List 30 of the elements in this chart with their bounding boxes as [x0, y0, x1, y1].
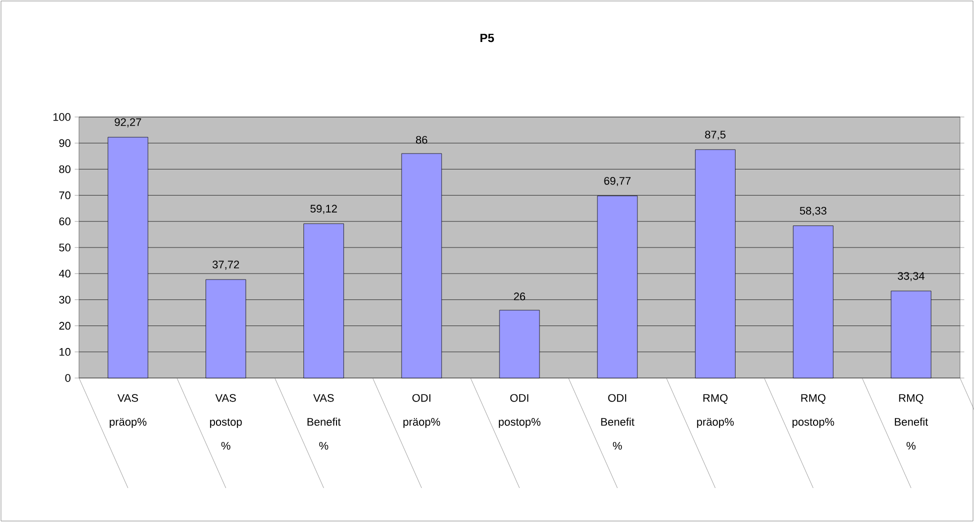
y-tick-label: 80 [59, 165, 70, 174]
data-label: 58,33 [800, 206, 826, 216]
y-tick-label: 10 [60, 348, 70, 356]
category-label: RMQ Benefit % [894, 394, 928, 450]
category-label: ODI präop% [403, 394, 440, 428]
data-label: 86 [416, 136, 428, 144]
y-tick-label: 0 [65, 374, 70, 382]
y-tick-label: 100 [53, 113, 70, 121]
category-label: RMQ präop% [697, 394, 734, 428]
data-label: 87,5 [705, 130, 726, 140]
data-label: 33,34 [898, 272, 924, 282]
data-label: 92,27 [114, 118, 142, 128]
data-label: 26 [514, 292, 526, 300]
category-label: ODI Benefit % [601, 394, 634, 450]
category-label: VAS präop% [110, 394, 146, 428]
data-label: 37,72 [212, 260, 239, 270]
category-label: VAS postop % [210, 394, 242, 450]
y-tick-label: 40 [58, 270, 70, 278]
y-tick-label: 50 [59, 244, 70, 252]
chart-title: P5 [480, 34, 494, 42]
y-tick-label: 20 [59, 322, 70, 330]
category-label: ODI postop% [498, 394, 540, 428]
category-label: VAS Benefit % [308, 394, 341, 450]
y-tick-label: 90 [59, 139, 70, 147]
y-tick-label: 70 [59, 191, 70, 200]
data-label: 59,12 [310, 204, 337, 214]
y-tick-label: 60 [59, 218, 70, 226]
y-tick-label: 30 [59, 296, 70, 304]
category-label: RMQ postop% [792, 394, 834, 428]
data-label: 69,77 [604, 177, 631, 186]
